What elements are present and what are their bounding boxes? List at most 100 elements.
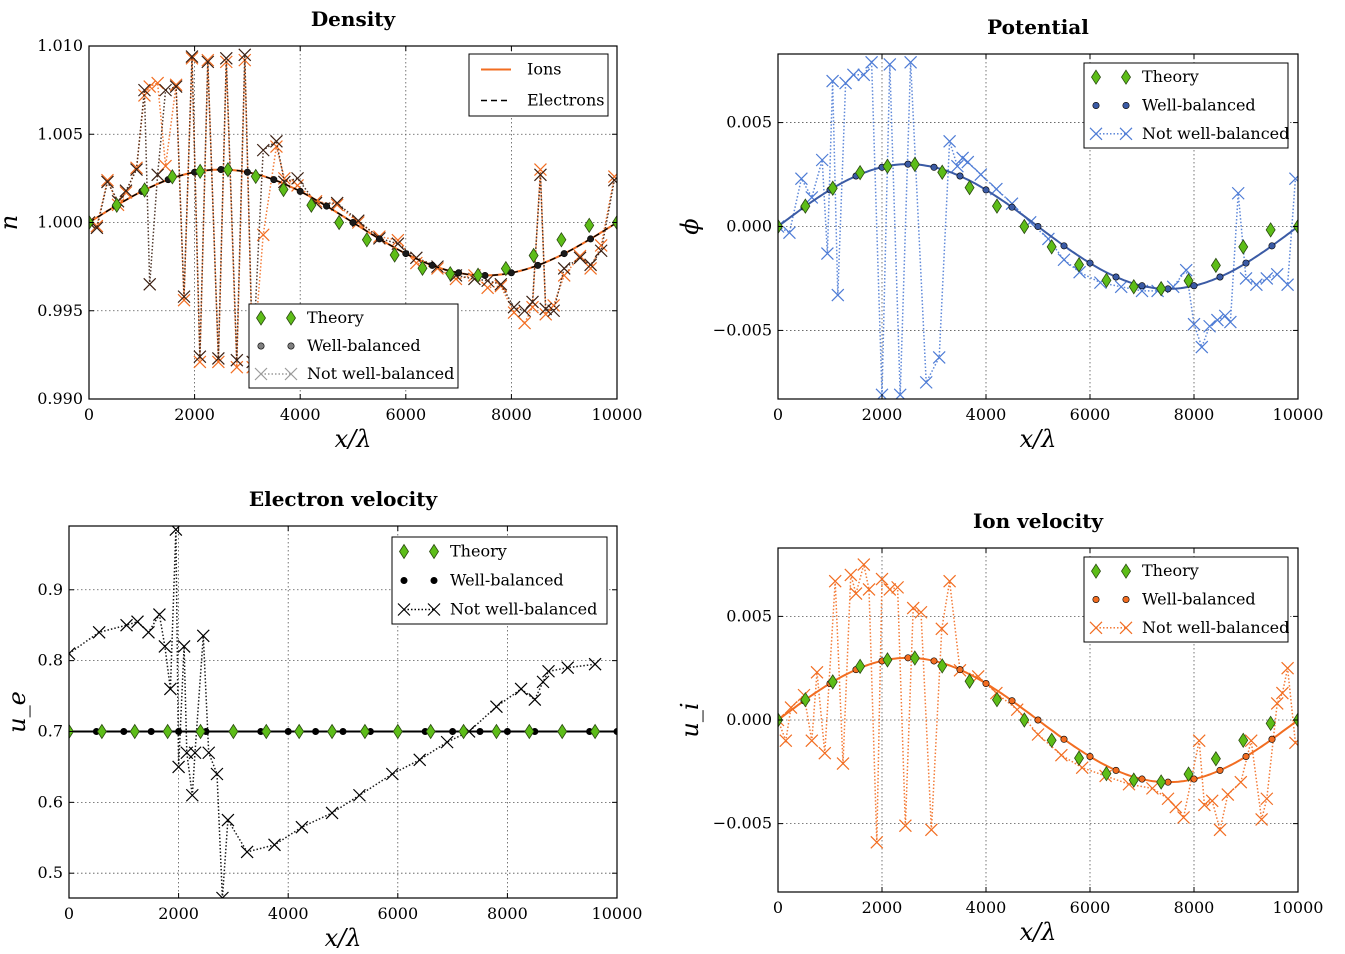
not-well-balanced-point (844, 568, 858, 582)
legend-marker (1089, 621, 1103, 635)
plot-area (69, 526, 617, 898)
not-well-balanced-point (158, 640, 172, 653)
y-tick-label: 0.7 (38, 721, 63, 740)
not-well-balanced-point (295, 820, 309, 834)
x-tick-label: 8000 (1174, 405, 1215, 424)
not-well-balanced-point (528, 693, 542, 707)
legend-marker (257, 342, 265, 350)
not-well-balanced-point (1005, 197, 1019, 211)
theory-point (1046, 732, 1057, 749)
legend-marker (1092, 102, 1100, 110)
not-well-balanced-point (69, 647, 76, 660)
theory-point (1074, 750, 1085, 766)
not-well-balanced-point (201, 53, 215, 67)
well-balanced-point (449, 727, 457, 735)
not-well-balanced-point (330, 198, 344, 212)
legend-marker (1089, 127, 1103, 141)
legend-marker (1119, 621, 1133, 635)
theory-point (991, 691, 1002, 708)
theory-point (1074, 257, 1085, 273)
plot-area (89, 48, 617, 374)
well-balanced-point (1138, 282, 1146, 290)
theory-point (556, 232, 567, 248)
theory-point (1019, 218, 1030, 235)
not-well-balanced-point (1239, 272, 1253, 285)
not-well-balanced-point (210, 767, 224, 781)
legend: Theory Well-balanced Not well-balanced (1083, 62, 1289, 149)
legend-label: Ions (527, 60, 561, 79)
legend: Theory Well-balanced Not well-balanced (248, 303, 459, 389)
axes-frame (68, 525, 618, 899)
not-well-balanced-point (1010, 703, 1024, 717)
legend-label: Not well-balanced (1142, 618, 1289, 637)
not-well-balanced-point (1195, 340, 1209, 354)
well-balanced-point (243, 168, 251, 176)
not-well-balanced-point (826, 74, 840, 88)
not-well-balanced-point (120, 618, 133, 632)
legend-marker (430, 576, 438, 584)
well-balanced-point (534, 261, 542, 269)
not-well-balanced-point (1145, 781, 1159, 795)
not-well-balanced-point (784, 701, 798, 714)
not-well-balanced-point (932, 351, 946, 364)
density-panel: 0 2000 4000 6000 8000 10000 0.990 0.995 1.000 1.0… (0, 7, 642, 453)
theory-point (1156, 774, 1167, 790)
well-balanced-point (455, 269, 463, 277)
y-tick-label: 0.995 (37, 301, 83, 320)
not-well-balanced-point (219, 51, 233, 65)
theory-point (590, 723, 601, 740)
not-well-balanced-point (584, 261, 598, 275)
not-well-balanced-point (89, 216, 96, 229)
chart-title: Density (311, 7, 397, 31)
not-well-balanced-point (935, 622, 949, 636)
not-well-balanced-point (883, 583, 897, 596)
theory-point (524, 723, 535, 740)
not-well-balanced-point (151, 168, 165, 182)
not-well-balanced-point (1231, 186, 1245, 200)
theory-point (1019, 712, 1030, 728)
legend-label: Well-balanced (1142, 96, 1256, 115)
not-well-balanced-point (594, 239, 608, 252)
y-axis-label: u_i (676, 702, 704, 737)
well-balanced-point (1216, 273, 1224, 281)
not-well-balanced-point (547, 304, 561, 318)
not-well-balanced-point (185, 788, 199, 802)
theory-point (306, 197, 317, 213)
legend-marker (1121, 563, 1131, 579)
not-well-balanced-point (196, 629, 210, 643)
not-well-balanced-point (783, 226, 796, 240)
not-well-balanced-point (898, 819, 912, 833)
theory-point (458, 723, 469, 740)
not-well-balanced-point (794, 172, 808, 186)
legend-marker (400, 576, 408, 584)
not-well-balanced-point (870, 835, 884, 849)
theory-point (139, 182, 150, 198)
not-well-balanced-point (440, 735, 454, 749)
not-well-balanced-point (1255, 813, 1269, 826)
legend-marker (429, 543, 439, 560)
not-well-balanced-point (607, 170, 617, 184)
legend-marker (1121, 69, 1131, 85)
theory-point (278, 181, 289, 198)
not-well-balanced-point (159, 83, 172, 97)
theory-point (855, 658, 866, 675)
electron-velocity-panel: 0 2000 4000 6000 8000 10000 0.5 0.6 0.7 0.8 0.9 Ele… (3, 487, 642, 952)
legend-marker (1091, 563, 1101, 579)
not-well-balanced-point (584, 258, 598, 272)
not-well-balanced-point (101, 175, 114, 189)
legend-label: Theory (450, 542, 507, 561)
x-tick-label: 10000 (1273, 898, 1324, 917)
not-well-balanced-point (1223, 315, 1237, 329)
not-well-balanced-point (1177, 810, 1191, 824)
not-well-balanced-point (518, 304, 532, 318)
not-well-balanced-point (805, 734, 819, 748)
not-well-balanced-point (413, 753, 427, 767)
well-balanced-point (1008, 203, 1016, 211)
not-well-balanced-point (857, 558, 871, 572)
well-balanced-point (560, 250, 568, 258)
well-balanced-point (503, 727, 511, 735)
legend-label: Well-balanced (1142, 590, 1256, 609)
not-well-balanced-point (230, 353, 244, 367)
theory-point (473, 267, 484, 284)
well-balanced-point (1112, 273, 1120, 281)
